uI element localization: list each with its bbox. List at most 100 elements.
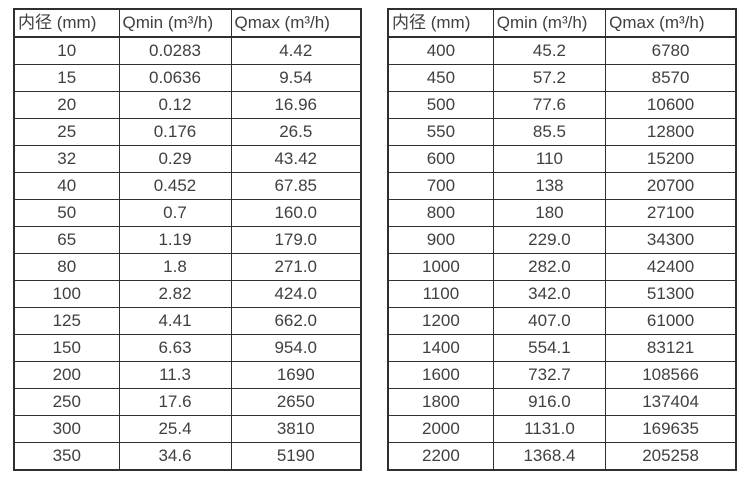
table-cell: 83121 [605,334,737,362]
table-cell: 160.0 [230,199,362,227]
table-cell: 2650 [230,388,362,416]
table-cell: 6780 [605,36,737,65]
table-cell: 51300 [605,280,737,308]
table-cell: 200 [13,361,120,389]
table-row: 1400 554.1 83121 [387,334,737,362]
table-cell: 271.0 [230,253,362,281]
table-cell: 1000 [387,253,494,281]
table-cell: 80 [13,253,120,281]
table-cell: 916.0 [492,388,607,416]
table-cell: 1100 [387,280,494,308]
table-row: 600 110 15200 [387,145,737,173]
table-cell: 350 [13,442,120,471]
table-cell: 25.4 [118,415,232,443]
table-cell: 5190 [230,442,362,471]
table-cell: 77.6 [492,91,607,119]
table-cell: 954.0 [230,334,362,362]
table-row: 200 11.3 1690 [13,361,362,389]
table-cell: 0.452 [118,172,232,200]
table-cell: 15 [13,64,120,92]
table-cell: 138 [492,172,607,200]
table-row: 800 180 27100 [387,199,737,227]
table-row: 1600 732.7 108566 [387,361,737,389]
table-cell: 900 [387,226,494,254]
table-cell: 45.2 [492,36,607,65]
table-cell: 180 [492,199,607,227]
table-cell: 20700 [605,172,737,200]
table-row: 350 34.6 5190 [13,442,362,471]
table-row: 300 25.4 3810 [13,415,362,443]
table-cell: 450 [387,64,494,92]
table-cell: 229.0 [492,226,607,254]
table-cell: 17.6 [118,388,232,416]
table-row: 700 138 20700 [387,172,737,200]
table-cell: 0.7 [118,199,232,227]
table-row: 450 57.2 8570 [387,64,737,92]
table-cell: 4.42 [230,36,362,65]
table-row: 900 229.0 34300 [387,226,737,254]
table-cell: 125 [13,307,120,335]
table-cell: 12800 [605,118,737,146]
table-row: 2200 1368.4 205258 [387,442,737,471]
table-cell: 100 [13,280,120,308]
table-cell: 1800 [387,388,494,416]
table-row: 65 1.19 179.0 [13,226,362,254]
table-cell: 1600 [387,361,494,389]
table-cell: 32 [13,145,120,173]
header-inner-diameter: 内径 (mm) [387,8,494,38]
table-cell: 300 [13,415,120,443]
table-cell: 15200 [605,145,737,173]
header-qmax: Qmax (m³/h) [605,8,737,38]
table-cell: 179.0 [230,226,362,254]
table-cell: 57.2 [492,64,607,92]
table-row: 100 2.82 424.0 [13,280,362,308]
header-row: 内径 (mm) Qmin (m³/h) Qmax (m³/h) [387,8,737,38]
table-cell: 2200 [387,442,494,471]
table-cell: 0.12 [118,91,232,119]
table-row: 40 0.452 67.85 [13,172,362,200]
table-cell: 3810 [230,415,362,443]
table-row: 2000 1131.0 169635 [387,415,737,443]
table-cell: 407.0 [492,307,607,335]
header-qmin: Qmin (m³/h) [118,8,232,38]
table-cell: 10 [13,36,120,65]
table-cell: 0.176 [118,118,232,146]
table-row: 500 77.6 10600 [387,91,737,119]
table-cell: 85.5 [492,118,607,146]
table-cell: 1.19 [118,226,232,254]
table-row: 1100 342.0 51300 [387,280,737,308]
table-cell: 424.0 [230,280,362,308]
table-cell: 4.41 [118,307,232,335]
table-cell: 2.82 [118,280,232,308]
table-row: 20 0.12 16.96 [13,91,362,119]
table-cell: 43.42 [230,145,362,173]
header-row: 内径 (mm) Qmin (m³/h) Qmax (m³/h) [13,8,362,38]
table-cell: 1200 [387,307,494,335]
table-cell: 1368.4 [492,442,607,471]
table-cell: 550 [387,118,494,146]
table-cell: 554.1 [492,334,607,362]
table-cell: 0.29 [118,145,232,173]
table-cell: 26.5 [230,118,362,146]
table-cell: 150 [13,334,120,362]
table-cell: 2000 [387,415,494,443]
table-cell: 25 [13,118,120,146]
table-body: 400 45.2 6780 450 57.2 8570 500 77.6 10600 550 85.… [387,36,737,471]
table-row: 32 0.29 43.42 [13,145,362,173]
table-row: 1000 282.0 42400 [387,253,737,281]
header-qmax: Qmax (m³/h) [230,8,362,38]
table-cell: 1400 [387,334,494,362]
table-cell: 400 [387,36,494,65]
table-cell: 16.96 [230,91,362,119]
table-cell: 250 [13,388,120,416]
table-cell: 662.0 [230,307,362,335]
table-cell: 1.8 [118,253,232,281]
table-row: 80 1.8 271.0 [13,253,362,281]
table-row: 1200 407.0 61000 [387,307,737,335]
table-cell: 42400 [605,253,737,281]
table-row: 125 4.41 662.0 [13,307,362,335]
table-cell: 6.63 [118,334,232,362]
table-cell: 108566 [605,361,737,389]
table-row: 400 45.2 6780 [387,36,737,65]
